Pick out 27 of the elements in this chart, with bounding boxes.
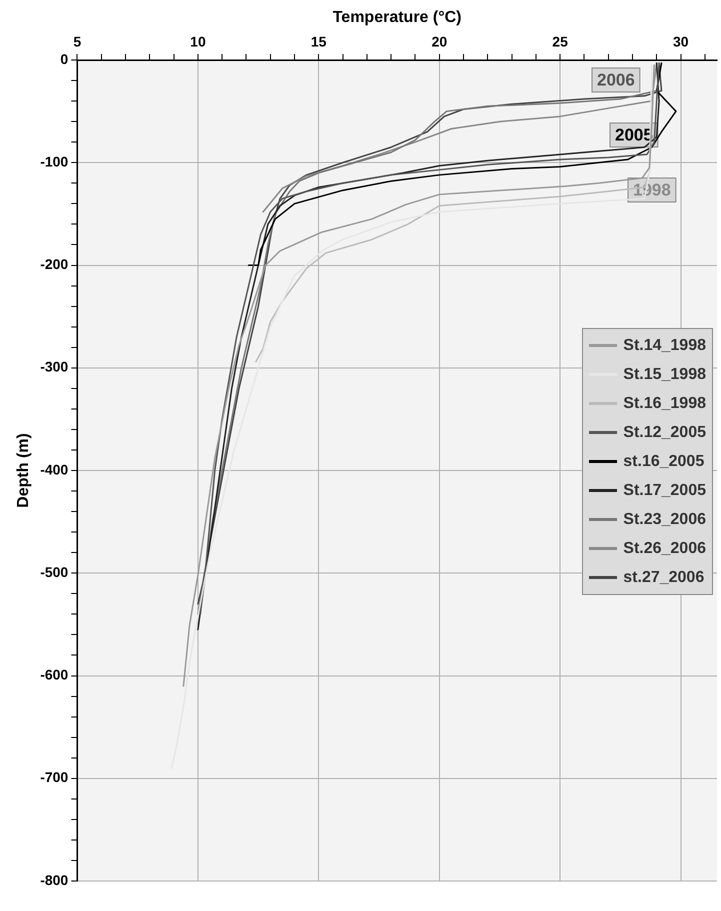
x-tick-label: 15 — [310, 33, 327, 50]
legend-label: St.23_2006 — [623, 510, 706, 528]
y-tick-label: -100 — [40, 153, 68, 170]
y-tick-label: -700 — [40, 769, 68, 786]
y-tick-label: -500 — [40, 564, 68, 580]
y-axis-title: Depth (m) — [15, 433, 32, 508]
legend-label: st.16_2005 — [623, 452, 704, 470]
y-tick-label: -600 — [40, 666, 68, 683]
y-tick-label: -200 — [40, 256, 68, 272]
y-tick-label: -300 — [40, 358, 68, 375]
legend-label: St.15_1998 — [623, 366, 706, 384]
legend-label: St.17_2005 — [623, 482, 706, 500]
x-axis-title: Temperature (°C) — [332, 9, 462, 26]
x-tick-label: 30 — [672, 33, 689, 50]
x-tick-label: 25 — [552, 33, 568, 50]
x-tick-label: 5 — [73, 33, 82, 50]
x-tick-label: 20 — [432, 33, 448, 50]
y-tick-label: -800 — [40, 872, 68, 888]
y-tick-label: 0 — [60, 50, 68, 67]
legend-label: St.26_2006 — [623, 540, 706, 558]
legend-label: St.12_2005 — [623, 424, 706, 442]
y-tick-label: -400 — [40, 461, 68, 478]
legend-label: St.16_1998 — [623, 394, 706, 412]
x-tick-label: 10 — [190, 33, 206, 50]
legend-label: St.14_1998 — [623, 336, 706, 354]
legend-label: st.27_2006 — [623, 568, 704, 586]
annotation: 2006 — [596, 70, 635, 90]
